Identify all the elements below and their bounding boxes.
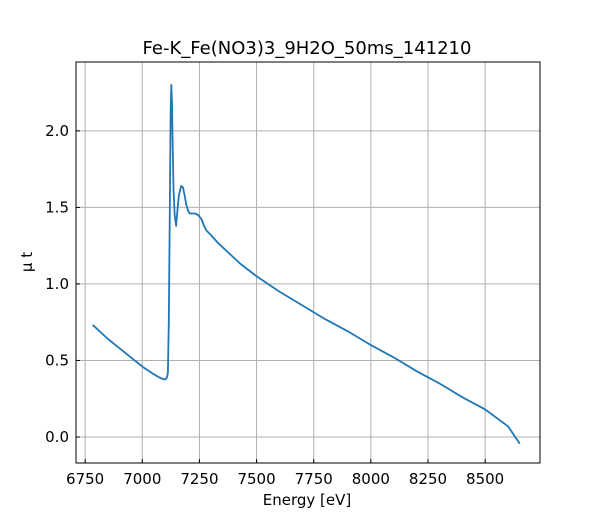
series-layer: [92, 84, 521, 445]
y-tick-label: 0.5: [45, 351, 69, 369]
plot-frame: [75, 61, 541, 464]
y-tick-label: 1.0: [45, 275, 69, 293]
x-axis-label: Energy [eV]: [263, 491, 351, 509]
x-tick-label: 6750: [66, 470, 104, 488]
ticks-layer: 6750 7000 7250 7500 7750 8000 8250 8500 0.0 0.5 1.…: [45, 122, 504, 488]
x-tick-label: 8250: [409, 470, 447, 488]
series-line: [92, 84, 521, 445]
y-tick-label: 0.0: [45, 428, 69, 446]
chart-title: Fe-K_Fe(NO3)3_9H2O_50ms_141210: [143, 38, 472, 59]
x-tick-label: 7750: [295, 470, 333, 488]
x-tick-label: 8500: [466, 470, 504, 488]
x-tick-label: 8000: [352, 470, 390, 488]
y-tick-label: 1.5: [45, 198, 69, 216]
y-axis-label: μ t: [18, 252, 36, 272]
grid-layer: [76, 62, 540, 463]
x-tick-label: 7000: [123, 470, 161, 488]
y-tick-label: 2.0: [45, 122, 69, 140]
x-tick-label: 7500: [237, 470, 275, 488]
x-tick-label: 7250: [180, 470, 218, 488]
